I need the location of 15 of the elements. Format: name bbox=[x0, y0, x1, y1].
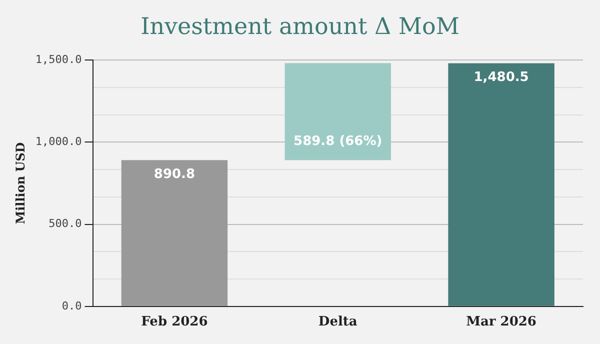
x-tick-label: Mar 2026 bbox=[466, 314, 536, 330]
y-axis-title: Million USD bbox=[13, 142, 28, 224]
data-label: 1,480.5 bbox=[474, 70, 529, 86]
y-tick-label: 1,500.0 bbox=[35, 52, 82, 66]
x-tick-label: Feb 2026 bbox=[141, 314, 208, 330]
y-tick-label: 0.0 bbox=[62, 299, 82, 312]
data-label: 589.8 (66%) bbox=[294, 134, 382, 149]
bar bbox=[448, 63, 554, 306]
chart-title: Investment amount Δ MoM bbox=[140, 14, 460, 40]
y-tick-label: 500.0 bbox=[48, 217, 82, 230]
y-tick-label: 1,000.0 bbox=[35, 134, 82, 148]
bar bbox=[121, 160, 228, 306]
bar bbox=[284, 63, 391, 160]
x-tick-label: Delta bbox=[318, 314, 358, 330]
data-label: 890.8 bbox=[154, 166, 196, 182]
